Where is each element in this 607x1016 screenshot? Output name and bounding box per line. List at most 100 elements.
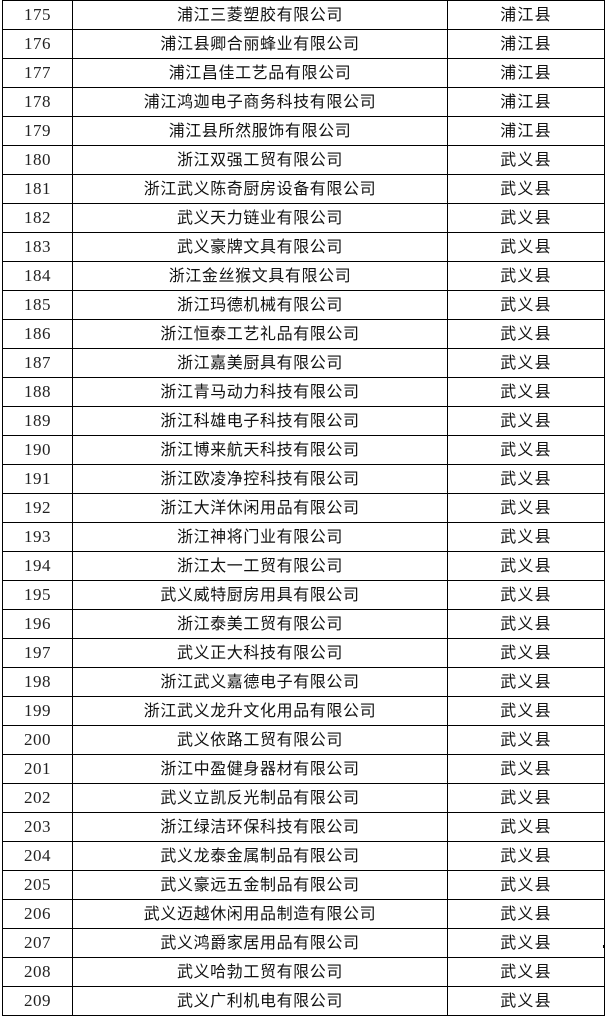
cell-company-name: 浦江县卿合丽蜂业有限公司 <box>72 29 448 59</box>
cell-area: 武义县 <box>447 522 605 552</box>
table-row: 207 武义鸿爵家居用品有限公司 武义县 <box>2 928 605 958</box>
cell-company-name: 武义鸿爵家居用品有限公司 <box>72 928 448 958</box>
cell-company-name: 浙江武义龙升文化用品有限公司 <box>72 696 448 726</box>
table-row: 200 武义依路工贸有限公司 武义县 <box>2 725 605 755</box>
cell-index: 192 <box>2 493 73 523</box>
cell-index: 187 <box>2 348 73 378</box>
cell-index: 194 <box>2 551 73 581</box>
cell-company-name: 武义威特厨房用具有限公司 <box>72 580 448 610</box>
table-row: 190 浙江博来航天科技有限公司 武义县 <box>2 435 605 465</box>
cell-area: 武义县 <box>447 609 605 639</box>
table-row: 191 浙江欧凌净控科技有限公司 武义县 <box>2 464 605 494</box>
cell-company-name: 浙江博来航天科技有限公司 <box>72 435 448 465</box>
cell-index: 190 <box>2 435 73 465</box>
cell-area: 武义县 <box>447 319 605 349</box>
table-row: 184 浙江金丝猴文具有限公司 武义县 <box>2 261 605 291</box>
cell-area: 武义县 <box>447 203 605 233</box>
table-row: 194 浙江太一工贸有限公司 武义县 <box>2 551 605 581</box>
table-row: 204 武义龙泰金属制品有限公司 武义县 <box>2 841 605 871</box>
cell-area: 武义县 <box>447 812 605 842</box>
cell-company-name: 浙江玛德机械有限公司 <box>72 290 448 320</box>
table-row: 178 浦江鸿迦电子商务科技有限公司 浦江县 <box>2 87 605 117</box>
cell-index: 181 <box>2 174 73 204</box>
cell-index: 189 <box>2 406 73 436</box>
table-row: 187 浙江嘉美厨具有限公司 武义县 <box>2 348 605 378</box>
cell-company-name: 浙江双强工贸有限公司 <box>72 145 448 175</box>
table-row: 180 浙江双强工贸有限公司 武义县 <box>2 145 605 175</box>
cell-area: 武义县 <box>447 957 605 987</box>
cell-area: 武义县 <box>447 696 605 726</box>
table-row: 177 浦江昌佳工艺品有限公司 浦江县 <box>2 58 605 88</box>
cell-company-name: 浦江鸿迦电子商务科技有限公司 <box>72 87 448 117</box>
cell-index: 184 <box>2 261 73 291</box>
cell-index: 197 <box>2 638 73 668</box>
cell-index: 180 <box>2 145 73 175</box>
cell-company-name: 浙江太一工贸有限公司 <box>72 551 448 581</box>
table-row: 198 浙江武义嘉德电子有限公司 武义县 <box>2 667 605 697</box>
cell-index: 183 <box>2 232 73 262</box>
cell-area: 武义县 <box>447 899 605 929</box>
cell-area: 武义县 <box>447 725 605 755</box>
cell-company-name: 武义龙泰金属制品有限公司 <box>72 841 448 871</box>
cell-company-name: 浦江三菱塑胶有限公司 <box>72 0 448 30</box>
cell-index: 198 <box>2 667 73 697</box>
cell-index: 205 <box>2 870 73 900</box>
cell-area: 武义县 <box>447 145 605 175</box>
cell-index: 200 <box>2 725 73 755</box>
cell-index: 202 <box>2 783 73 813</box>
table-row: 201 浙江中盈健身器材有限公司 武义县 <box>2 754 605 784</box>
cell-index: 193 <box>2 522 73 552</box>
table-row: 202 武义立凯反光制品有限公司 武义县 <box>2 783 605 813</box>
table-row: 205 武义豪远五金制品有限公司 武义县 <box>2 870 605 900</box>
cell-company-name: 浙江青马动力科技有限公司 <box>72 377 448 407</box>
cell-index: 175 <box>2 0 73 30</box>
cell-company-name: 武义哈勃工贸有限公司 <box>72 957 448 987</box>
cell-company-name: 浙江武义陈奇厨房设备有限公司 <box>72 174 448 204</box>
cell-company-name: 武义正大科技有限公司 <box>72 638 448 668</box>
cell-index: 206 <box>2 899 73 929</box>
cell-area: 武义县 <box>447 841 605 871</box>
cell-index: 191 <box>2 464 73 494</box>
table-row: 192 浙江大洋休闲用品有限公司 武义县 <box>2 493 605 523</box>
cell-area: 武义县 <box>447 928 605 958</box>
cell-index: 209 <box>2 986 73 1016</box>
cell-area: 武义县 <box>447 290 605 320</box>
cell-index: 195 <box>2 580 73 610</box>
cell-company-name: 武义广利机电有限公司 <box>72 986 448 1016</box>
cell-area: 武义县 <box>447 377 605 407</box>
table-row: 197 武义正大科技有限公司 武义县 <box>2 638 605 668</box>
cell-area: 武义县 <box>447 232 605 262</box>
table-row: 208 武义哈勃工贸有限公司 武义县 <box>2 957 605 987</box>
cell-area: 武义县 <box>447 435 605 465</box>
table-row: 188 浙江青马动力科技有限公司 武义县 <box>2 377 605 407</box>
cell-company-name: 浙江科雄电子科技有限公司 <box>72 406 448 436</box>
table-row: 203 浙江绿洁环保科技有限公司 武义县 <box>2 812 605 842</box>
cell-company-name: 浙江大洋休闲用品有限公司 <box>72 493 448 523</box>
table-row: 175 浦江三菱塑胶有限公司 浦江县 <box>2 0 605 30</box>
cell-area: 武义县 <box>447 638 605 668</box>
cell-index: 176 <box>2 29 73 59</box>
cell-company-name: 浙江武义嘉德电子有限公司 <box>72 667 448 697</box>
table-row: 176 浦江县卿合丽蜂业有限公司 浦江县 <box>2 29 605 59</box>
column-divider-name <box>447 945 448 948</box>
cell-company-name: 武义迈越休闲用品制造有限公司 <box>72 899 448 929</box>
cell-company-name: 浙江恒泰工艺礼品有限公司 <box>72 319 448 349</box>
cell-index: 201 <box>2 754 73 784</box>
table-row: 199 浙江武义龙升文化用品有限公司 武义县 <box>2 696 605 726</box>
cell-index: 204 <box>2 841 73 871</box>
table-row: 181 浙江武义陈奇厨房设备有限公司 武义县 <box>2 174 605 204</box>
cell-area: 浦江县 <box>447 0 605 30</box>
cell-company-name: 浙江中盈健身器材有限公司 <box>72 754 448 784</box>
cell-index: 207 <box>2 928 73 958</box>
cell-index: 199 <box>2 696 73 726</box>
cell-index: 178 <box>2 87 73 117</box>
cell-area: 武义县 <box>447 261 605 291</box>
cell-index: 196 <box>2 609 73 639</box>
cell-index: 179 <box>2 116 73 146</box>
cell-area: 武义县 <box>447 667 605 697</box>
cell-company-name: 浙江金丝猴文具有限公司 <box>72 261 448 291</box>
table-row: 186 浙江恒泰工艺礼品有限公司 武义县 <box>2 319 605 349</box>
cell-area: 浦江县 <box>447 58 605 88</box>
